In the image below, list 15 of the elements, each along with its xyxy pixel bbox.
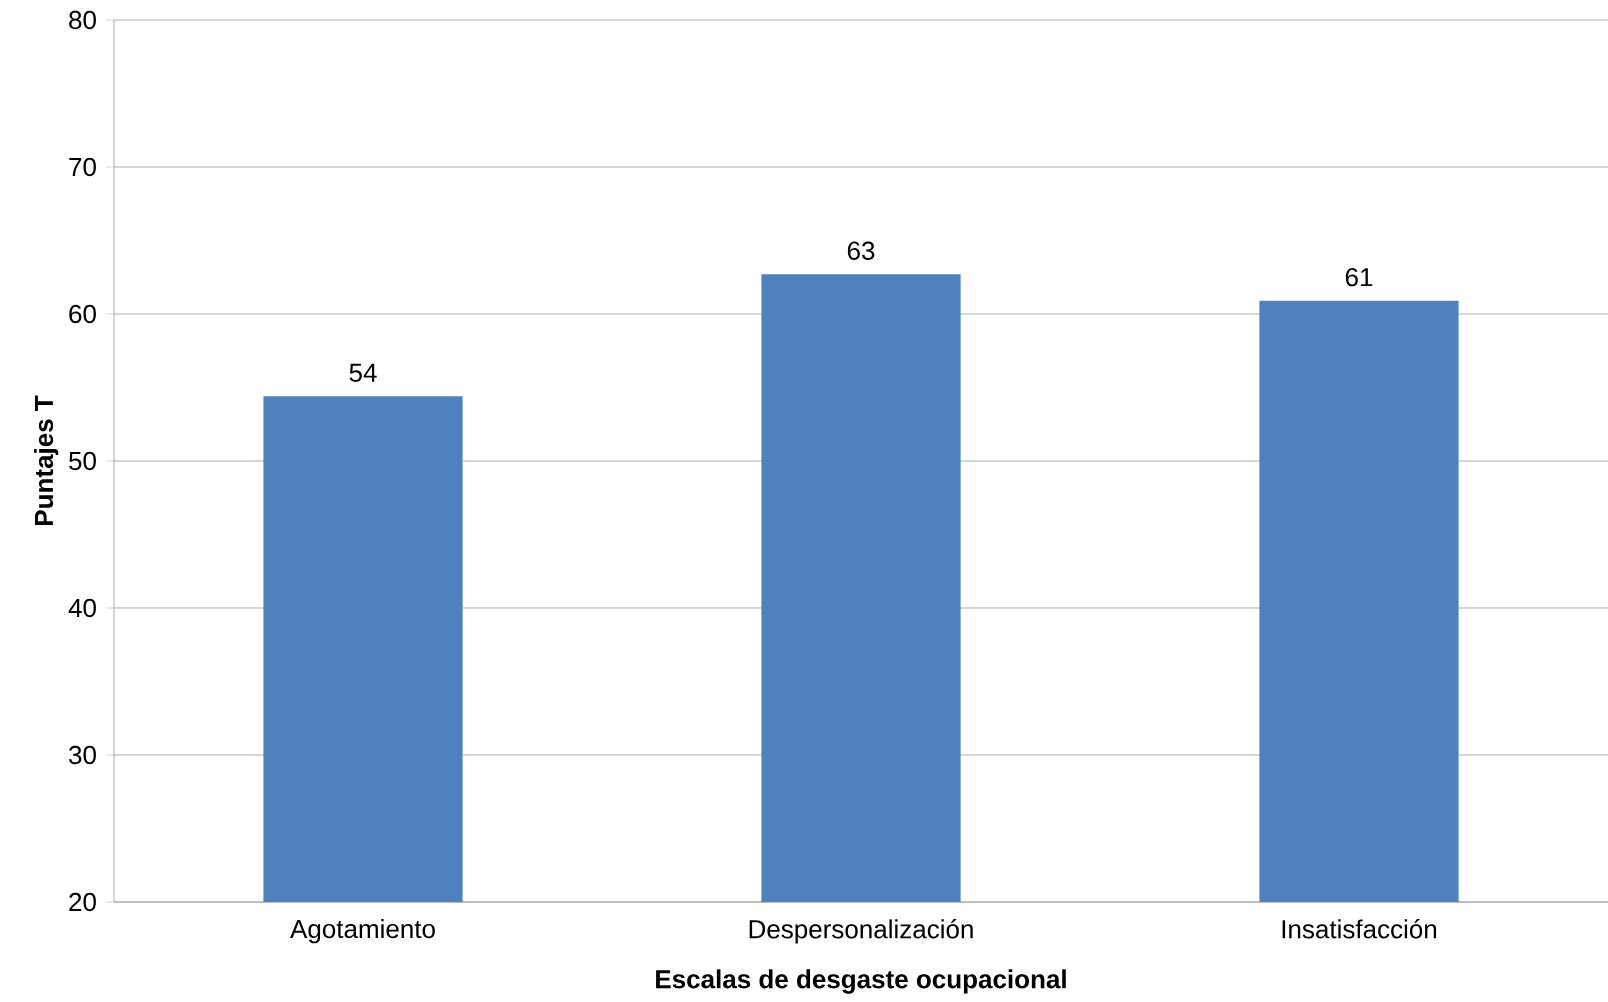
x-tick-label: Insatisfacción [1282, 919, 1437, 939]
y-tick-label: 50 [69, 451, 96, 471]
y-axis-title: Puntajes T [34, 395, 59, 526]
y-tick-label: 80 [69, 10, 96, 30]
data-label: 54 [349, 363, 377, 382]
y-tick-label: 30 [69, 745, 96, 765]
data-label: 63 [847, 241, 875, 260]
x-tick-label: Despersonalización [749, 919, 973, 944]
x-tick-label: Agotamiento [290, 919, 435, 944]
data-label: 61 [1345, 267, 1373, 287]
y-tick-label: 40 [68, 598, 96, 618]
y-tick-label: 70 [69, 157, 96, 177]
x-axis-title: Escalas de desgaste ocupacional [656, 969, 1066, 994]
y-tick-label: 20 [69, 892, 96, 912]
y-tick-label: 60 [69, 304, 96, 324]
